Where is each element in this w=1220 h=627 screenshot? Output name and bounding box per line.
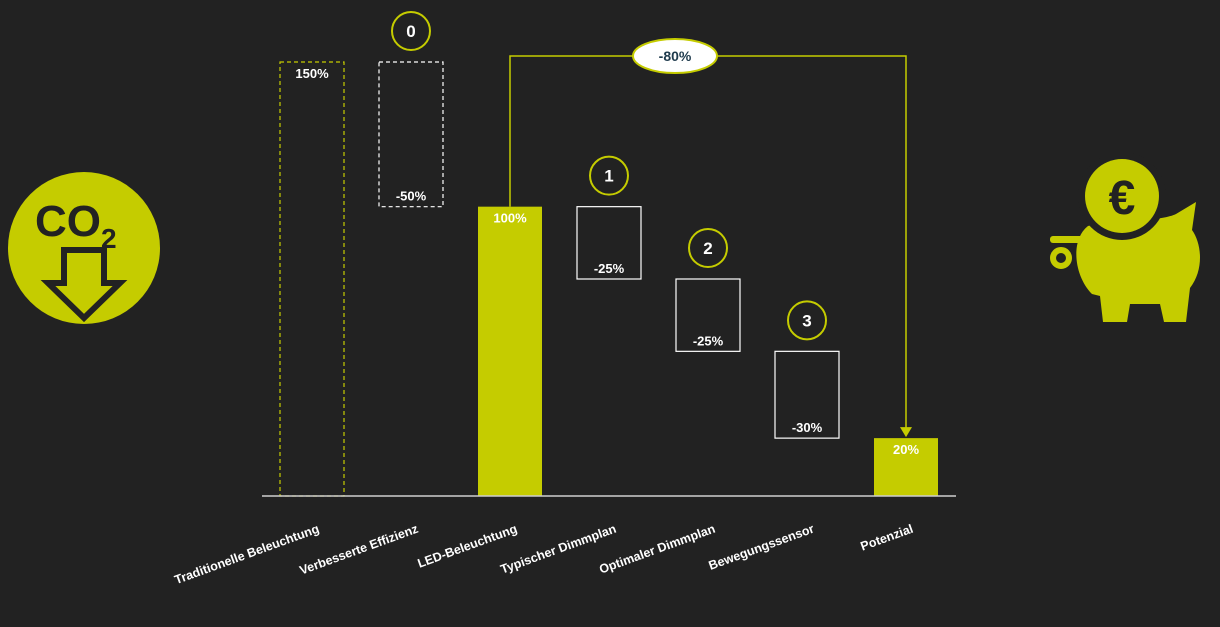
- co2-icon-text: CO2: [35, 197, 117, 254]
- bar: [774, 350, 840, 439]
- step-badge-circle: [787, 300, 827, 341]
- step-badge-number: 3: [802, 311, 811, 330]
- step-badge-number: 1: [604, 167, 613, 186]
- piggy-bank-tail: [1050, 236, 1090, 243]
- co2-reduction-icon: CO2: [8, 172, 160, 324]
- x-tick-label: Potenzial: [859, 522, 915, 554]
- data-label: 150%: [295, 66, 329, 81]
- co2-icon-subscript: 2: [101, 223, 117, 254]
- piggy-bank-euro-icon: €: [1050, 152, 1200, 322]
- step-badge-circle: [688, 228, 728, 268]
- data-label: 100%: [493, 211, 527, 226]
- value-labels-layer: 150% -50% 100% -25% -25% -30% 20%: [295, 66, 919, 457]
- total-change-annotation: -80%: [509, 38, 912, 438]
- x-tick-label: Traditionelle Beleuchtung: [173, 522, 321, 587]
- bars-layer: [279, 61, 938, 497]
- bar: [478, 206, 542, 496]
- euro-symbol: €: [1109, 172, 1136, 225]
- piggy-bank-tail-curl: [1050, 247, 1072, 269]
- step-badge-number: 2: [703, 239, 712, 258]
- bar: [576, 206, 642, 280]
- bar: [378, 61, 444, 208]
- step-badge-circle: [391, 11, 431, 51]
- data-label: -25%: [594, 261, 625, 276]
- euro-coin: [1085, 159, 1159, 233]
- annotation-arrowhead: [900, 427, 912, 438]
- bar: [279, 61, 345, 497]
- data-label: -50%: [396, 189, 427, 204]
- bar: [675, 278, 741, 352]
- co2-icon-main-text: CO: [35, 197, 101, 246]
- data-label: 20%: [893, 442, 919, 457]
- annotation-badge: [632, 38, 718, 74]
- step-badges-layer: 0 1 2 3: [391, 11, 827, 341]
- down-arrow-icon: [40, 247, 128, 323]
- x-tick-label: Bewegungssensor: [707, 522, 816, 573]
- bar: [874, 438, 938, 496]
- annotation-label: -80%: [659, 48, 692, 64]
- step-badge-number: 0: [406, 22, 415, 41]
- data-label: -30%: [792, 420, 823, 435]
- data-label: -25%: [693, 333, 724, 348]
- step-badge-circle: [589, 155, 629, 196]
